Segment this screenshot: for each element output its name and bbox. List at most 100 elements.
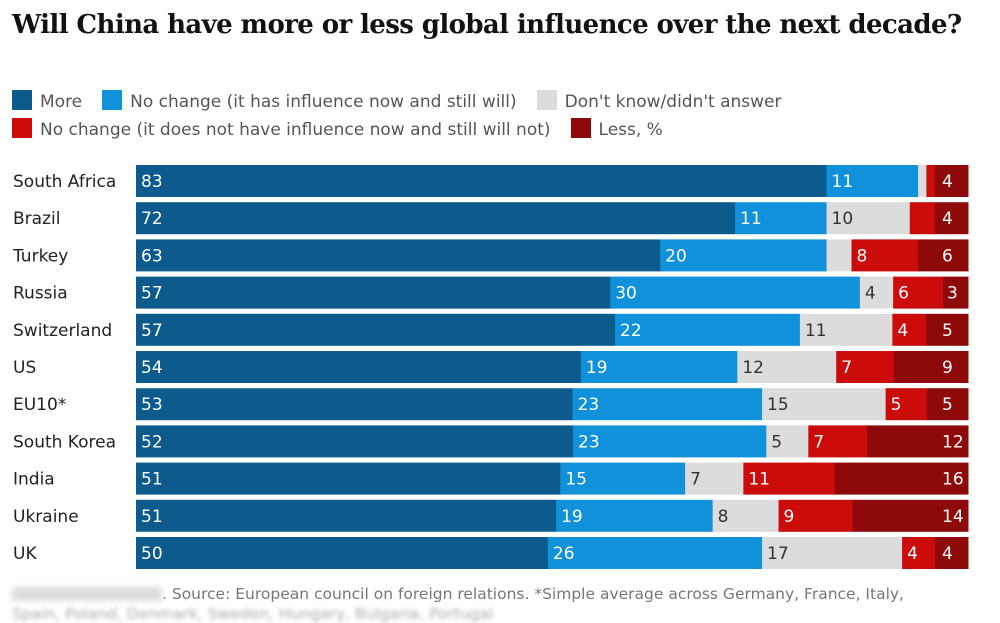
data-label: 19	[586, 358, 608, 378]
bar-segment	[852, 499, 969, 532]
legend-swatch	[102, 90, 123, 110]
bar-segment	[826, 202, 911, 235]
category-label: South Africa	[13, 172, 116, 192]
bar-segment	[556, 499, 714, 532]
bar-segment	[136, 537, 549, 569]
data-label: 7	[841, 358, 852, 378]
bar-segment	[685, 462, 744, 495]
bar-segment	[572, 388, 763, 421]
legend-item: Less, %	[570, 116, 663, 144]
data-label: 4	[942, 172, 953, 192]
legend-item: No change (it has influence now and stil…	[102, 88, 517, 116]
legend-label: No change (it has influence now and stil…	[130, 92, 517, 112]
data-label: 19	[561, 507, 583, 527]
data-label: 12	[942, 432, 964, 452]
bar-segment	[778, 499, 854, 532]
bar-segment	[660, 239, 828, 272]
data-label: 51	[141, 470, 163, 490]
data-label: 11	[740, 209, 762, 229]
bar-segment	[935, 537, 969, 569]
bar-segment	[136, 499, 557, 532]
bar-segment	[834, 462, 969, 495]
bar-segment	[136, 351, 582, 383]
bar-segment	[867, 425, 969, 458]
bar-segment	[926, 165, 936, 197]
data-label: 9	[942, 358, 953, 378]
bar-segment	[766, 425, 809, 458]
bar-segment	[893, 276, 944, 309]
legend: More No change (it has influence now and …	[12, 88, 987, 144]
data-label: 9	[784, 507, 795, 527]
data-label: 83	[141, 172, 163, 192]
legend-label: More	[40, 92, 83, 112]
legend-swatch	[570, 118, 591, 138]
data-label: 5	[891, 395, 902, 415]
data-label: 53	[141, 395, 163, 415]
category-label: Brazil	[13, 209, 60, 229]
bar-segment	[826, 239, 853, 272]
bar-segment	[925, 313, 969, 346]
data-label: 14	[942, 507, 964, 527]
bar-segment	[934, 165, 969, 197]
source-text: . Source: European council on foreign re…	[162, 585, 904, 603]
bar-segment	[885, 388, 928, 421]
legend-swatch	[536, 90, 557, 110]
data-label: 72	[141, 209, 163, 229]
bar-segment	[573, 425, 767, 458]
data-label: 26	[553, 544, 575, 564]
bar-segment	[136, 165, 828, 197]
category-label: South Korea	[13, 432, 116, 452]
data-label: 15	[767, 395, 789, 415]
data-label: 11	[832, 172, 854, 192]
data-label: 30	[615, 284, 637, 304]
data-label: 16	[942, 470, 964, 490]
legend-label: No change (it does not have influence no…	[40, 120, 551, 140]
data-label: 15	[565, 470, 587, 490]
bar-segment	[136, 239, 661, 272]
data-label: 54	[141, 358, 163, 378]
legend-item: No change (it does not have influence no…	[12, 116, 551, 144]
category-label: Ukraine	[13, 507, 79, 527]
bar-segment	[808, 425, 868, 458]
bar-segment	[737, 351, 837, 383]
bar-segment	[909, 202, 936, 235]
bar-segment	[712, 499, 780, 532]
bar-segment	[799, 313, 893, 346]
bar-segment	[610, 276, 861, 309]
bar-segment	[136, 462, 561, 495]
redacted-credit	[12, 587, 162, 601]
data-label: 11	[748, 470, 770, 490]
data-label: 52	[141, 432, 163, 452]
bar-segment	[580, 351, 738, 383]
bar-segment	[560, 462, 686, 495]
bar-segment	[851, 239, 919, 272]
data-label: 57	[141, 321, 163, 341]
bar-segment	[136, 202, 736, 235]
bar-segment	[547, 537, 763, 569]
data-label: 5	[942, 395, 953, 415]
bar-segment	[826, 165, 919, 197]
bar-segment	[136, 313, 616, 346]
data-label: 10	[832, 209, 854, 229]
category-label: India	[13, 470, 55, 490]
data-label: 4	[942, 209, 953, 229]
data-label: 23	[578, 432, 600, 452]
data-label: 4	[865, 284, 876, 304]
legend-label: Don't know/didn't answer	[564, 92, 782, 112]
bar-segment	[136, 276, 611, 309]
data-label: 23	[578, 395, 600, 415]
data-label: 6	[898, 284, 909, 304]
bar-segment	[762, 537, 903, 569]
bar-segment	[836, 351, 895, 383]
data-label: 51	[141, 507, 163, 527]
legend-item: Don't know/didn't answer	[536, 88, 782, 116]
category-label: Switzerland	[13, 321, 112, 341]
legend-label: Less, %	[598, 120, 663, 140]
data-label: 57	[141, 284, 163, 304]
data-label: 17	[767, 544, 789, 564]
bar-segment	[136, 425, 574, 458]
data-label: 20	[665, 246, 687, 266]
data-label: 7	[690, 470, 701, 490]
category-label: UK	[13, 544, 37, 564]
